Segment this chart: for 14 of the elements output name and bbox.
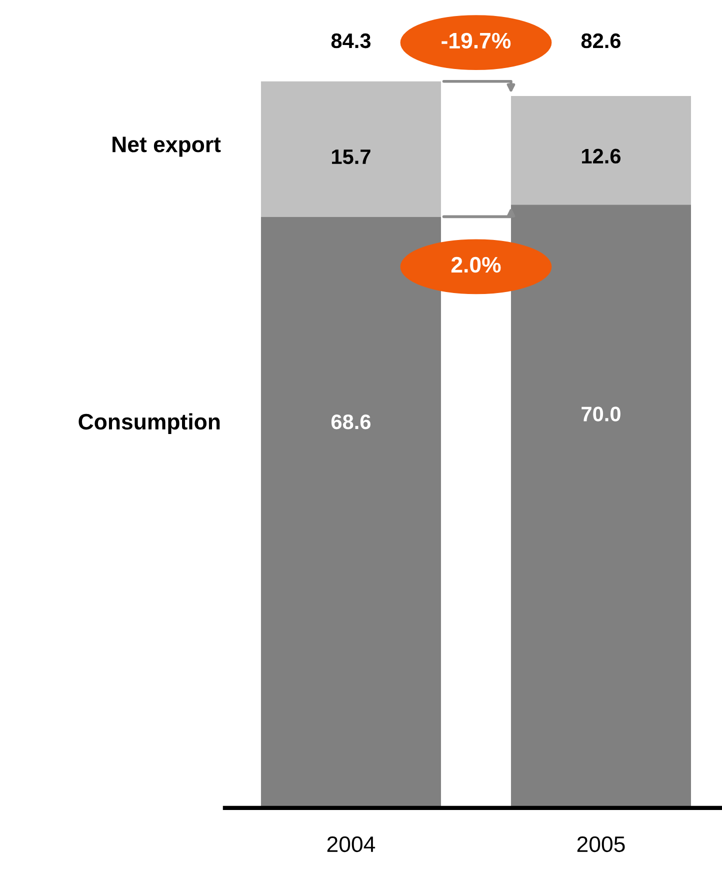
bar <box>510 96 691 205</box>
x-tick-label: 2005 <box>577 836 625 852</box>
total-label: 84.3 <box>331 33 371 48</box>
data-label: 70.0 <box>582 406 620 422</box>
annotation: 2.0% <box>451 256 501 273</box>
data-label: 15.7 <box>332 150 370 164</box>
series-label: Net export <box>112 136 221 157</box>
total-label: 82.6 <box>581 33 621 48</box>
x-tick-label: 2004 <box>327 836 376 852</box>
data-label: 68.6 <box>331 414 371 430</box>
text: -19.7% <box>442 32 511 49</box>
bar <box>260 81 441 217</box>
series-label: Consumption <box>78 413 220 434</box>
data-label: 12.6 <box>582 148 621 164</box>
